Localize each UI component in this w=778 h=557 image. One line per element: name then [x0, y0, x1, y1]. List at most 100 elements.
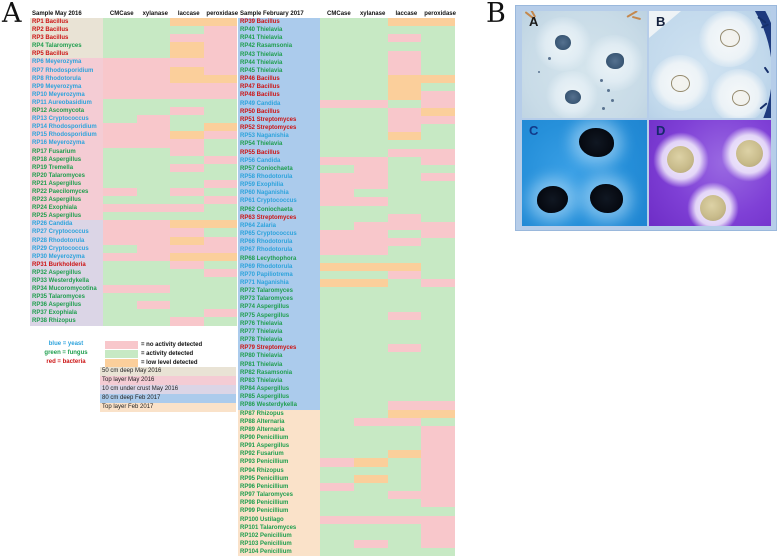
sample-row: RP81 Thielavia: [238, 360, 457, 369]
sample-row: RP28 Rhodotorula: [30, 236, 239, 245]
activity-cell-laccase: [387, 254, 422, 263]
activity-cell-xylanase: [353, 344, 388, 353]
activity-cell-xylanase: [136, 277, 170, 286]
activity-cell-xylanase: [136, 196, 170, 205]
activity-cell-cmcase: [320, 246, 354, 255]
activity-cell-peroxidase: [421, 491, 455, 500]
sample-name: RP28 Rhodotorula: [30, 236, 103, 245]
laccase-column-header: laccase: [177, 11, 200, 17]
activity-cell-laccase: [387, 197, 422, 206]
activity-cell-laccase: [170, 123, 204, 132]
activity-cell-laccase: [387, 401, 422, 410]
activity-cell-cmcase: [103, 171, 137, 180]
colony: [565, 90, 581, 104]
activity-cell-peroxidase: [421, 58, 455, 67]
activity-cell-cmcase: [320, 507, 354, 516]
activity-cell-peroxidase: [203, 236, 237, 245]
activity-cell-peroxidase: [421, 344, 455, 353]
activity-cell-xylanase: [136, 50, 170, 59]
activity-cell-peroxidase: [421, 124, 455, 133]
activity-cell-laccase: [170, 196, 204, 205]
sample-name: RP63 Streptomyces: [238, 213, 320, 222]
sample-name: RP92 Fusarium: [238, 450, 320, 459]
sample-column-header: Sample May 2016: [32, 11, 82, 17]
activity-cell-laccase: [387, 474, 422, 483]
activity-cell-xylanase: [353, 352, 388, 361]
colony-speck: [602, 107, 605, 110]
layer-key-80cm-feb: 80 cm deep Feb 2017: [100, 394, 236, 403]
sample-row: RP66 Rhodotorula: [238, 238, 457, 247]
sample-row: RP35 Talaromyces: [30, 293, 239, 302]
activity-cell-peroxidase: [421, 279, 455, 288]
activity-cell-laccase: [387, 213, 422, 222]
activity-cell-cmcase: [103, 252, 137, 261]
activity-cell-xylanase: [136, 244, 170, 253]
sample-row: RP78 Thielavia: [238, 336, 457, 345]
layer-key-50cm-may: 50 cm deep May 2016: [100, 367, 236, 376]
sample-row: RP77 Thielavia: [238, 327, 457, 337]
sample-name: RP101 Talaromyces: [238, 523, 320, 532]
activity-cell-peroxidase: [203, 252, 237, 261]
sample-name: RP67 Rhodotorula: [238, 246, 320, 255]
sample-row: RP101 Talaromyces: [238, 523, 457, 532]
activity-cell-laccase: [387, 132, 422, 141]
sample-name: RP98 Penicillium: [238, 499, 320, 508]
activity-cell-peroxidase: [203, 301, 237, 310]
sample-name: RP21 Aspergillus: [30, 179, 103, 188]
sample-row: RP34 Mucoromycotina: [30, 285, 239, 294]
sample-name: RP43 Thielavia: [238, 50, 320, 59]
activity-cell-laccase: [387, 368, 422, 377]
sample-row: RP70 Papiliotrema: [238, 270, 457, 279]
activity-cell-laccase: [387, 336, 422, 345]
activity-cell-peroxidase: [203, 196, 237, 205]
sample-row: RP71 Naganishia: [238, 279, 457, 288]
activity-cell-cmcase: [320, 352, 354, 361]
sample-name: RP89 Alternaria: [238, 425, 320, 434]
sample-name: RP77 Thielavia: [238, 327, 320, 337]
activity-cell-cmcase: [320, 458, 354, 467]
sample-name: RP78 Thielavia: [238, 336, 320, 345]
no-activity-swatch: [105, 340, 138, 349]
activity-cell-laccase: [387, 115, 422, 125]
activity-cell-cmcase: [103, 293, 137, 302]
activity-cell-xylanase: [136, 228, 170, 237]
sample-name: RP7 Rhodosporidium: [30, 66, 103, 75]
sample-row: RP11 Aureobasidium: [30, 98, 239, 108]
plate-photo-a: A: [522, 11, 647, 118]
sample-name: RP93 Penicillium: [238, 458, 320, 467]
activity-cell-cmcase: [320, 132, 354, 141]
sample-name: RP4 Talaromyces: [30, 42, 103, 51]
activity-cell-xylanase: [136, 115, 170, 124]
activity-cell-cmcase: [320, 376, 354, 386]
activity-cell-cmcase: [103, 163, 137, 172]
colony-speck: [548, 57, 551, 60]
sample-row: RP51 Streptomyces: [238, 115, 457, 125]
sample-row: RP5 Bacillus: [30, 50, 239, 59]
activity-cell-cmcase: [320, 115, 354, 125]
layer-key-top-feb: Top layer Feb 2017: [100, 403, 236, 412]
sample-name: RP100 Ustilago: [238, 515, 320, 524]
activity-cell-cmcase: [103, 317, 137, 326]
colony: [700, 195, 726, 221]
activity-cell-xylanase: [353, 548, 388, 557]
activity-cell-laccase: [387, 50, 422, 59]
sample-row: RP26 Candida: [30, 220, 239, 229]
activity-cell-laccase: [170, 260, 204, 269]
activity-cell-cmcase: [320, 262, 354, 271]
activity-cell-xylanase: [136, 147, 170, 156]
sample-row: RP44 Thielavia: [238, 58, 457, 67]
activity-cell-xylanase: [353, 458, 388, 467]
activity-cell-peroxidase: [421, 327, 455, 337]
sample-row: RP16 Meyerozyma: [30, 139, 239, 148]
activity-cell-xylanase: [353, 319, 388, 328]
sample-row: RP49 Candida: [238, 99, 457, 108]
sample-row: RP24 Exophiala: [30, 204, 239, 213]
sample-name: RP9 Meyerozyma: [30, 82, 103, 91]
sample-row: RP7 Rhodosporidium: [30, 66, 239, 75]
activity-cell-laccase: [170, 26, 204, 35]
activity-cell-peroxidase: [421, 148, 455, 157]
sample-name: RP40 Thielavia: [238, 26, 320, 35]
sample-row: RP37 Exophiala: [30, 309, 239, 318]
activity-cell-cmcase: [103, 285, 137, 294]
activity-cell-peroxidase: [421, 262, 455, 271]
